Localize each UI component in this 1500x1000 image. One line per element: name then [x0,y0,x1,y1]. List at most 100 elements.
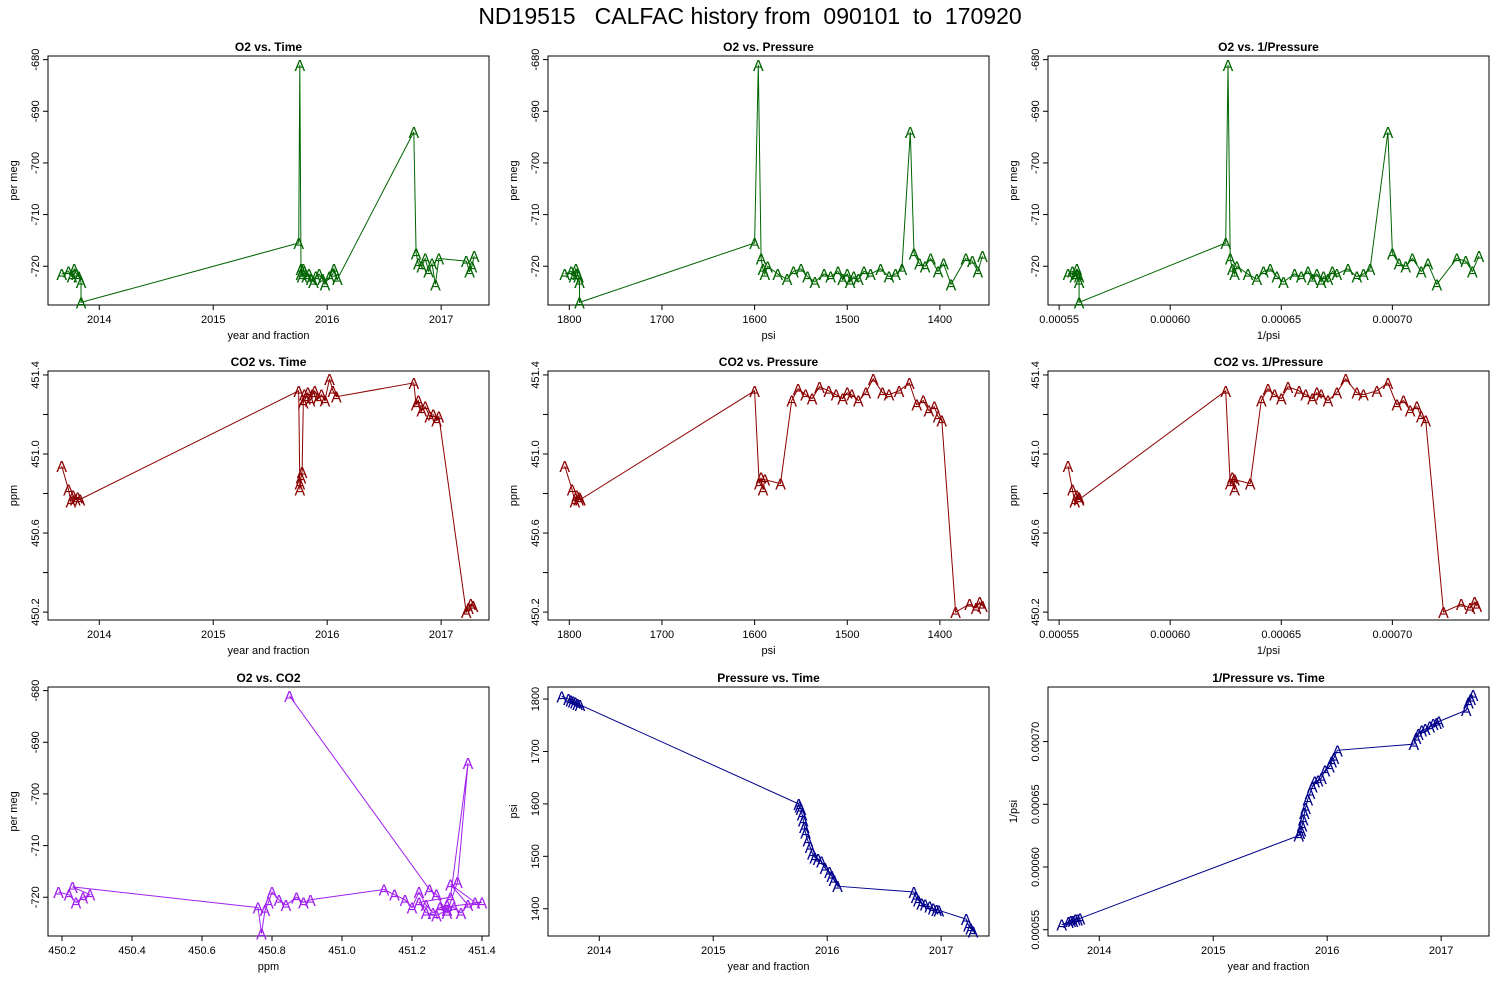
data-point-marker: A [301,270,312,287]
data-point-marker: A [452,875,463,892]
series-line [1067,64,1480,304]
data-point-marker: A [913,893,924,910]
data-point-marker: A [819,267,830,284]
data-point-marker: A [971,601,982,618]
data-point-marker: A [831,388,842,405]
x-tick-label: 2016 [1315,945,1339,957]
y-tick-label: -710 [530,204,542,226]
x-tick-label: 450.2 [48,945,76,957]
data-point-marker: A [445,890,456,907]
data-point-marker: A [1474,249,1485,266]
data-point-marker: A [759,267,770,284]
data-point-marker: A [1307,272,1318,289]
data-point-marker: A [477,895,488,912]
plot-frame [547,55,990,306]
y-tick-label: -680 [30,49,42,71]
data-point-marker: A [1387,246,1398,263]
x-tick-label: 2016 [315,629,339,641]
data-point-marker: A [1225,477,1236,494]
data-point-marker: A [1468,688,1479,705]
data-point-marker: A [802,834,813,851]
data-point-marker: A [73,270,84,287]
data-point-marker: A [309,384,320,401]
data-point-marker: A [1070,913,1081,930]
data-point-marker: A [1278,275,1289,292]
data-point-marker: A [467,259,478,276]
data-point-marker: A [411,398,422,415]
data-point-marker: A [1074,275,1085,292]
x-tick-label: 1700 [650,314,674,326]
data-point-marker: A [967,254,978,271]
data-point-marker: A [64,888,75,905]
data-point-marker: A [782,272,793,289]
data-point-marker: A [445,877,456,894]
y-tick-label: -710 [1030,204,1042,226]
data-point-marker: A [317,272,328,289]
x-tick-label: 0.00065 [1261,629,1301,641]
data-point-marker: A [1438,605,1449,622]
data-point-marker: A [759,473,770,490]
y-axis-label: ppm [508,485,520,506]
data-point-marker: A [824,865,835,882]
data-point-marker: A [1289,267,1300,284]
x-axis-label: year and fraction [228,645,310,657]
x-axis-label: 1/psi [1257,330,1280,342]
data-point-marker: A [296,267,307,284]
data-point-marker: A [72,490,83,507]
data-point-marker: A [934,903,945,920]
y-axis-label: per meg [508,160,520,200]
data-point-marker: A [1276,392,1287,409]
y-tick-label: -680 [1030,49,1042,71]
data-point-marker: A [1283,380,1294,397]
data-point-marker: A [302,386,313,403]
data-point-marker: A [933,409,944,426]
data-point-marker: A [408,376,419,393]
y-axis-label: per meg [8,791,20,831]
series-line [61,64,475,304]
data-point-marker: A [1408,737,1419,754]
data-point-marker: A [328,384,339,401]
data-point-marker: A [413,257,424,274]
data-point-marker: A [567,483,578,500]
data-point-marker: A [463,756,474,773]
data-point-marker: A [1075,911,1086,928]
data-point-marker: A [786,394,797,411]
data-point-marker: A [431,888,442,905]
data-point-marker: A [916,896,927,913]
data-point-marker: A [463,898,474,915]
x-tick-label: 1600 [742,629,766,641]
data-point-marker: A [565,694,576,711]
data-point-marker: A [449,901,460,918]
data-point-marker: A [936,413,947,430]
data-point-marker: A [411,246,422,263]
chart-title: CO2 vs. 1/Pressure [1214,355,1324,369]
data-point-marker: A [274,893,285,910]
x-axis-label: year and fraction [228,330,310,342]
data-point-marker: A [1297,819,1308,836]
x-tick-label: 1800 [557,629,581,641]
data-point-marker: A [291,890,302,907]
data-point-marker: A [1413,727,1424,744]
data-point-marker: A [1358,267,1369,284]
data-point-marker: A [1303,264,1314,281]
series-line [564,64,983,304]
data-point-marker: A [1265,262,1276,279]
data-point-marker: A [1463,696,1474,713]
data-point-marker: A [329,262,340,279]
data-point-marker: A [56,459,67,476]
data-point-marker: A [413,394,424,411]
data-point-marker: A [421,898,432,915]
x-tick-label: 451.0 [328,945,356,957]
y-tick-label: 1600 [530,792,542,816]
data-point-marker: A [1296,270,1307,287]
data-point-marker: A [435,901,446,918]
y-tick-label: 450.6 [1030,519,1042,547]
data-point-marker: A [875,262,886,279]
x-tick-label: 2017 [1429,945,1453,957]
y-tick-label: 1400 [530,896,542,920]
data-point-marker: A [574,490,585,507]
data-point-marker: A [813,852,824,869]
data-point-marker: A [1416,409,1427,426]
data-point-marker: A [1331,267,1342,284]
chart-title: CO2 vs. Time [231,355,307,369]
